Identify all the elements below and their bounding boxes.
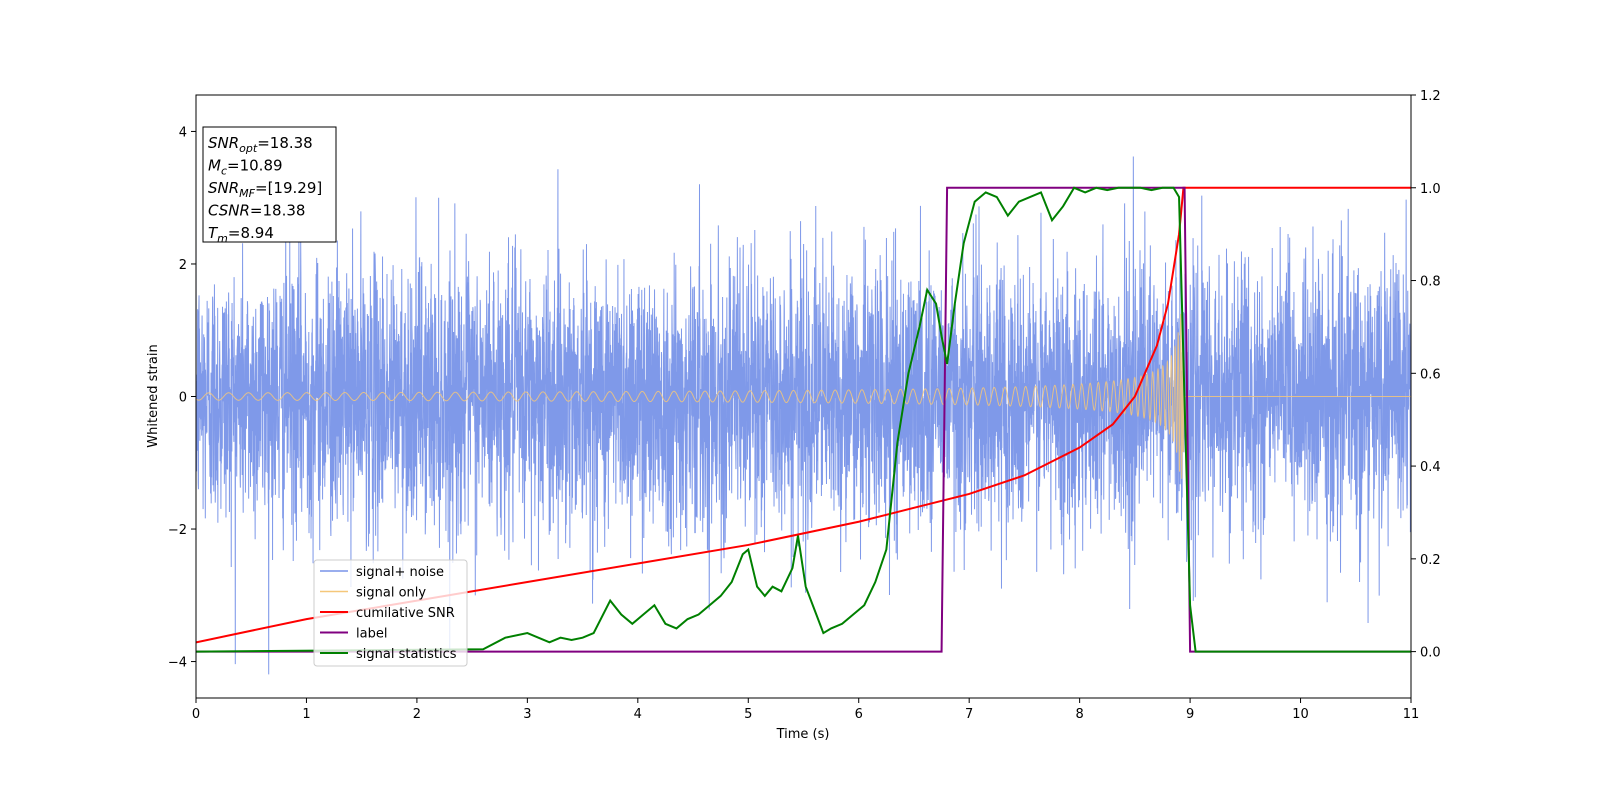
x-tick-label: 9: [1186, 707, 1194, 722]
y-right-tick-label: 0.0: [1420, 646, 1441, 661]
series-layer: [196, 156, 1411, 675]
y-right-tick-label: 1.0: [1420, 182, 1441, 197]
x-axis: 0 1 2 3 4 5 6 7 8 9 10 11: [192, 698, 1419, 722]
legend-label: label: [356, 627, 387, 642]
x-tick-label: 1: [302, 707, 310, 722]
x-tick-label: 8: [1075, 707, 1083, 722]
y-left-tick-label: 4: [179, 125, 187, 140]
legend: signal+ noise signal only cumilative SNR la…: [313, 559, 468, 667]
y-right-tick-label: 1.2: [1420, 89, 1441, 104]
x-tick-label: 2: [413, 707, 421, 722]
info-line: SNRopt=18.38: [208, 134, 313, 155]
y-right-tick-label: 0.8: [1420, 275, 1441, 290]
legend-frame: [313, 559, 468, 667]
info-line: CSNR=18.38: [208, 202, 305, 220]
series-cumilative-snr: [196, 186, 1411, 644]
y-axis-left: −4 −2 0 2 4: [168, 125, 196, 671]
x-tick-label: 10: [1292, 707, 1309, 722]
series-signal-noise: [196, 156, 1411, 675]
x-axis-label: Time (s): [776, 727, 830, 742]
legend-label: signal statistics: [356, 647, 457, 662]
y-axis-right: 0.0 0.2 0.4 0.6 0.8 1.0 1.2: [1411, 89, 1441, 661]
y-left-tick-label: −4: [168, 656, 187, 671]
x-tick-label: 5: [744, 707, 752, 722]
series-signal-statistics: [196, 186, 1411, 653]
x-tick-label: 3: [523, 707, 531, 722]
info-line: SNRMF=[19.29]: [208, 179, 322, 200]
x-tick-label: 11: [1403, 707, 1420, 722]
x-tick-label: 7: [965, 707, 973, 722]
info-line: Mc=10.89: [208, 157, 283, 178]
y-axis-label: Whitened strain: [146, 344, 161, 447]
info-box-frame: [202, 126, 337, 243]
y-right-tick-label: 0.6: [1420, 367, 1441, 382]
y-left-tick-label: 2: [179, 258, 187, 273]
x-tick-label: 4: [634, 707, 642, 722]
y-left-tick-label: −2: [168, 523, 187, 538]
legend-label: cumilative SNR: [356, 606, 455, 621]
x-tick-label: 6: [855, 707, 863, 722]
info-line: Tm=8.94: [208, 224, 274, 245]
y-right-tick-label: 0.4: [1420, 460, 1441, 475]
legend-label: signal only: [356, 586, 426, 601]
y-right-tick-label: 0.2: [1420, 553, 1441, 568]
legend-label: signal+ noise: [356, 565, 444, 580]
y-left-tick-label: 0: [179, 391, 187, 406]
series-signal-only: [196, 313, 1411, 479]
x-tick-label: 0: [192, 707, 200, 722]
